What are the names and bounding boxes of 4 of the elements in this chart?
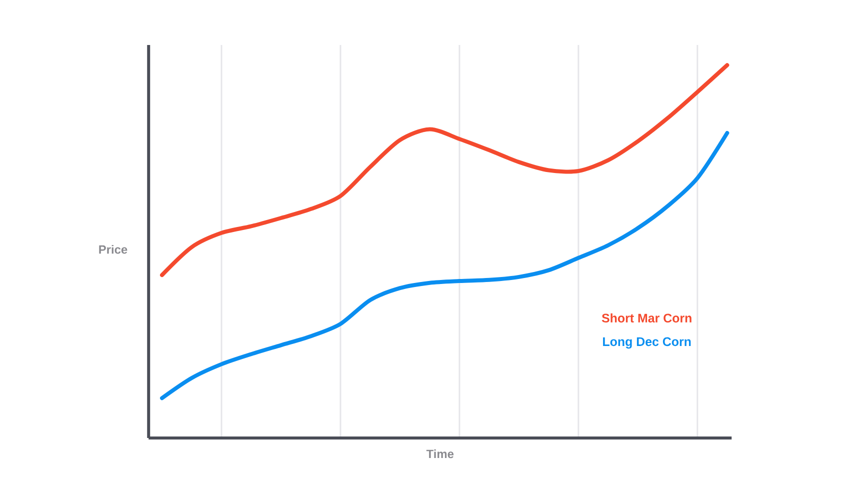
text: Long Dec Corn [603, 337, 691, 349]
x-axis-title: Time [426, 449, 454, 458]
y-axis-title: Price [99, 244, 128, 254]
text: Short Mar Corn [602, 313, 692, 323]
